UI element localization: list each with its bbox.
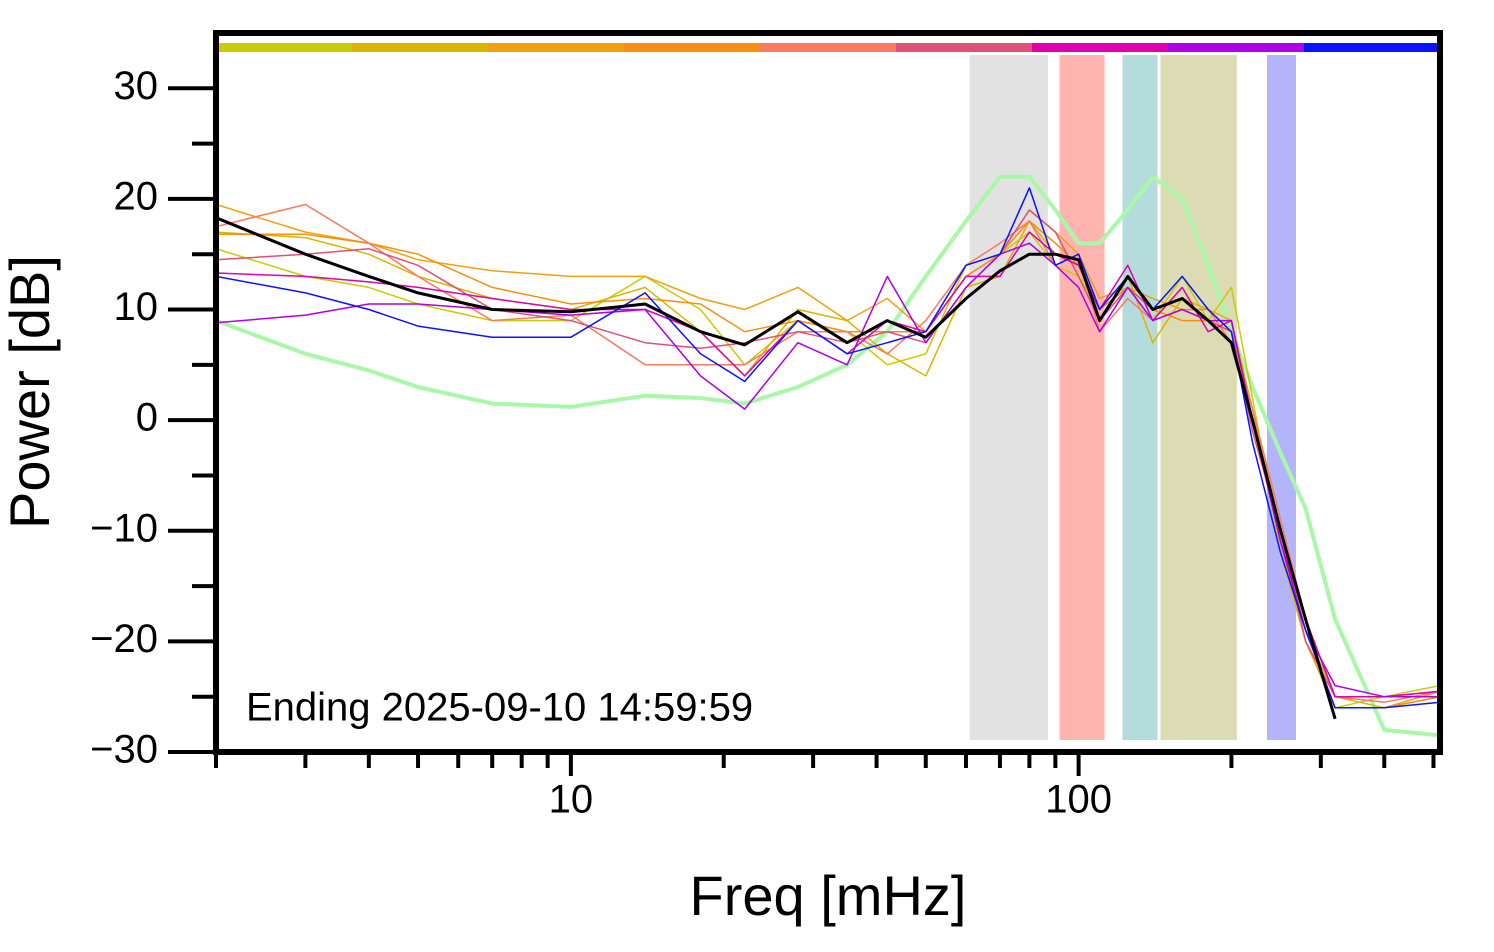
x-tick-label: 10 [549, 778, 594, 822]
y-tick-label: −20 [90, 617, 158, 661]
series-line [216, 231, 1440, 709]
series-line [216, 174, 1440, 738]
y-tick-label: 20 [114, 174, 159, 218]
band [1059, 55, 1105, 740]
band [1122, 55, 1158, 740]
y-tick-label: 0 [136, 396, 158, 440]
band [1266, 55, 1296, 740]
color-bar-segment [1032, 43, 1168, 52]
y-tick-label: 10 [114, 285, 159, 329]
y-axis-title: Power [dB] [0, 255, 61, 529]
series-line [216, 209, 1440, 698]
color-bar-segment [352, 43, 488, 52]
band [969, 55, 1048, 740]
x-tick-label: 100 [1045, 778, 1112, 822]
x-axis-title: Freq [mHz] [690, 864, 967, 927]
series-line [216, 242, 1440, 698]
series-line [216, 203, 1440, 703]
y-tick-label: −30 [90, 728, 158, 772]
color-bar-segment [488, 43, 624, 52]
y-tick-label: −10 [90, 506, 158, 550]
band [1160, 55, 1237, 740]
color-bar-segment [1304, 43, 1440, 52]
series-line [216, 231, 1440, 698]
series-line [216, 220, 1440, 709]
y-tick-label: 30 [114, 64, 159, 108]
color-bar-segment [216, 43, 352, 52]
series-line [216, 220, 1440, 709]
series-line [216, 187, 1440, 709]
color-bar-segment [624, 43, 760, 52]
color-bar-segment [896, 43, 1032, 52]
color-bar-segment [1168, 43, 1304, 52]
color-bar-segment [760, 43, 896, 52]
annotation: Ending 2025-09-10 14:59:59 [246, 686, 753, 730]
plot-frame [213, 30, 1443, 755]
series-line [216, 216, 1337, 720]
